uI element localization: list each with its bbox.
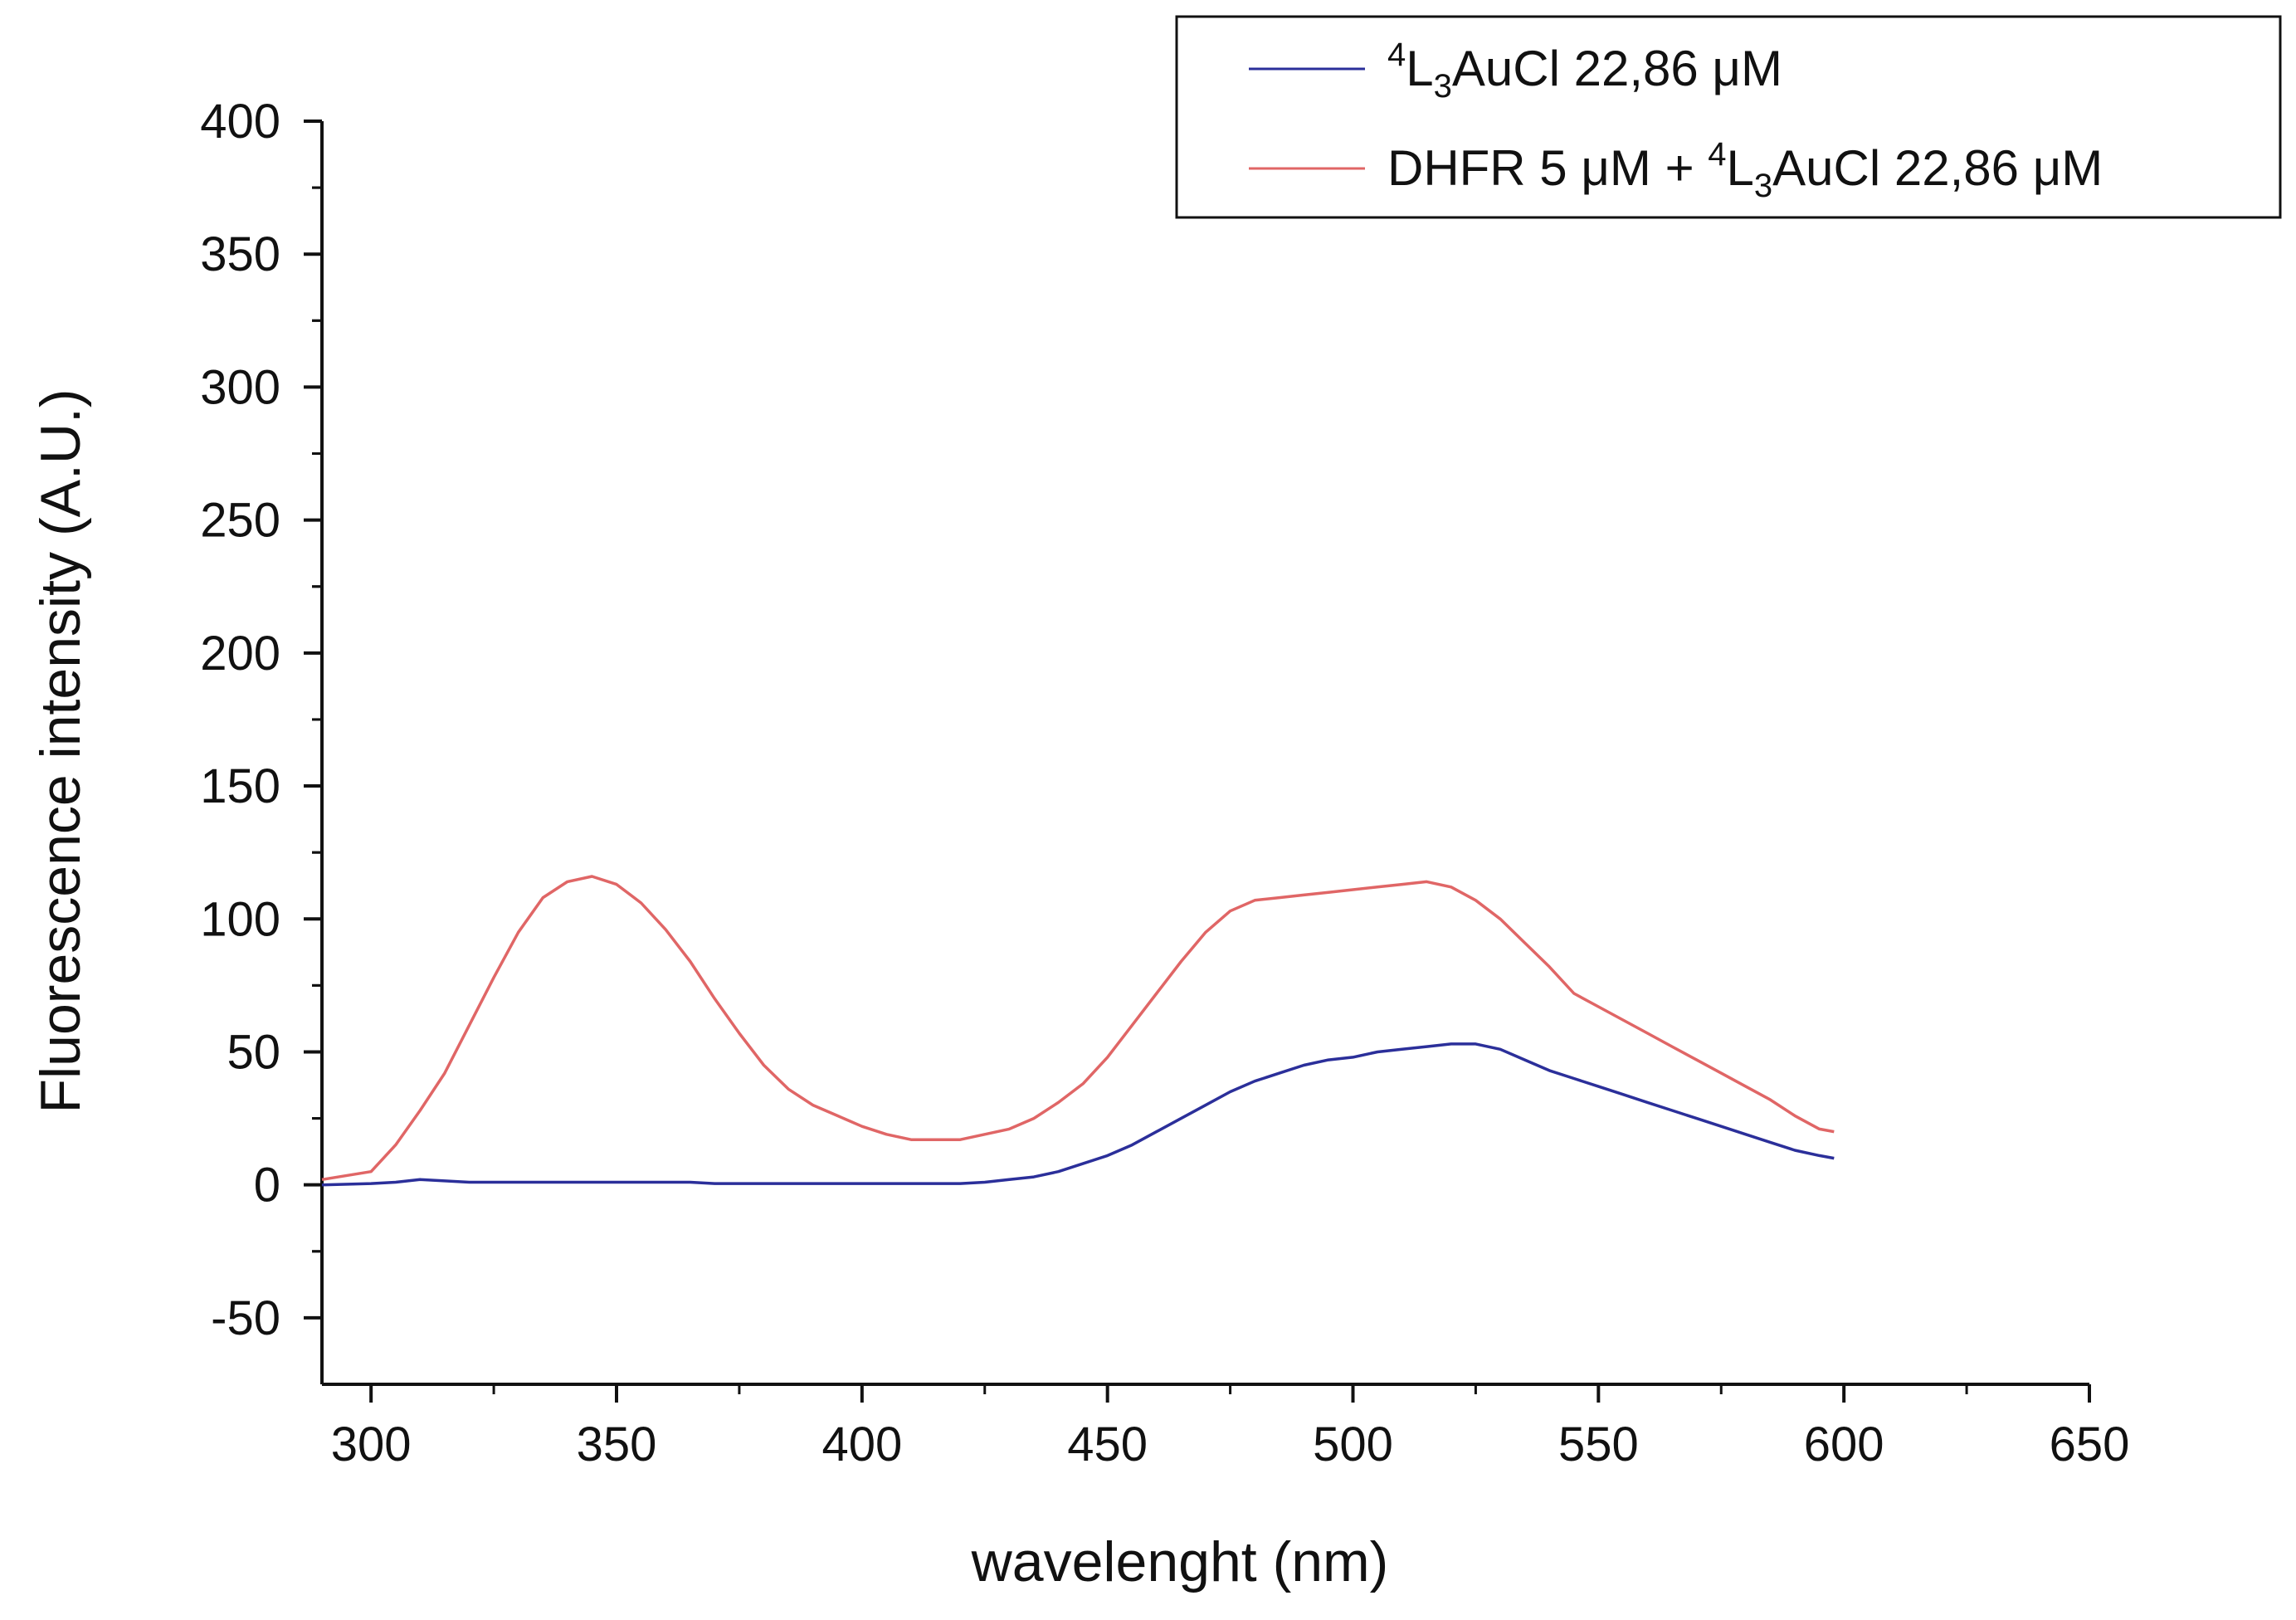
y-tick-label: 400 [200, 95, 280, 149]
y-tick-label: 50 [227, 1025, 280, 1079]
y-tick-label: 300 [200, 360, 280, 414]
legend-box [1175, 15, 2282, 219]
x-tick-label: 300 [331, 1418, 412, 1471]
x-tick-label: 500 [1313, 1418, 1393, 1471]
x-axis-ticks: 300 350 400 450 500 550 600 650 [331, 1384, 2130, 1471]
y-tick-label: 350 [200, 227, 280, 281]
series-line-2 [321, 875, 1835, 1182]
series-layer [321, 875, 1835, 1187]
legend-text-rest: AuCl 22,86 μM [1452, 41, 1782, 96]
legend-label-series-1: 4L3AuCl 22,86 μM [1387, 37, 1782, 105]
legend-text-sup: 4 [1387, 37, 1406, 73]
y-tick-label: 250 [200, 494, 280, 548]
x-tick-label: 550 [1558, 1418, 1639, 1471]
x-tick-label: 450 [1067, 1418, 1148, 1471]
x-tick-label: 650 [2050, 1418, 2130, 1471]
legend-text-sub: 3 [1754, 168, 1772, 204]
legend-label-series-2: DHFR 5 μM + 4L3AuCl 22,86 μM [1387, 136, 2103, 204]
x-tick-label: 350 [577, 1418, 657, 1471]
legend-text-prefix: DHFR 5 μM + [1387, 140, 1708, 196]
x-axis-title: wavelenght (nm) [971, 1530, 1389, 1593]
x-tick-label: 400 [821, 1418, 902, 1471]
y-tick-label: 100 [200, 892, 280, 946]
series-line-1 [321, 1042, 1835, 1187]
y-tick-label: 150 [200, 759, 280, 813]
legend-text-main: L [1727, 140, 1754, 196]
x-tick-label: 600 [1804, 1418, 1884, 1471]
legend: 4L3AuCl 22,86 μM DHFR 5 μM + 4L3AuCl 22,… [1175, 15, 2282, 219]
legend-text-main: L [1406, 41, 1433, 96]
y-tick-label: 200 [200, 627, 280, 681]
legend-text-sup: 4 [1708, 136, 1726, 173]
y-axis-ticks: -50 0 50 100 150 200 250 300 350 400 [200, 95, 322, 1345]
y-tick-label: -50 [211, 1291, 280, 1345]
y-tick-label: 0 [254, 1159, 280, 1213]
legend-text-sub: 3 [1434, 68, 1452, 105]
y-axis-title: Fluorescence intensity (A.U.) [29, 389, 92, 1114]
legend-text-rest: AuCl 22,86 μM [1772, 140, 2103, 196]
